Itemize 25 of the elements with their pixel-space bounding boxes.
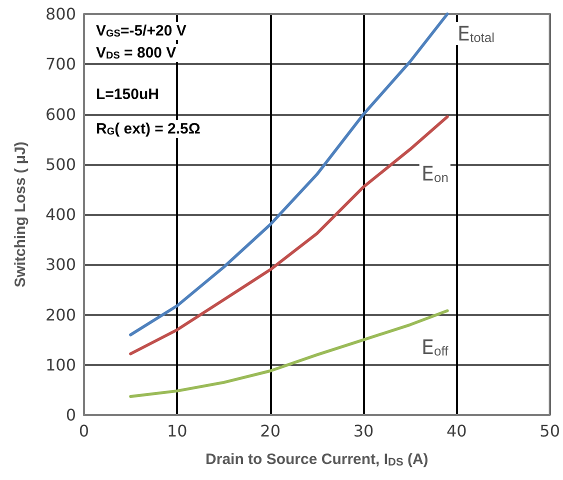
annotation: RG( ext) = 2.5Ω: [96, 120, 200, 138]
annotation: VDS = 800 V: [96, 44, 176, 62]
x-tick-label: 40: [446, 422, 467, 440]
annotation: L=150uH: [96, 86, 159, 103]
x-tick-label: 0: [78, 422, 90, 440]
x-tick-label: 20: [260, 422, 281, 440]
annotation: VGS=-5/+20 V: [96, 22, 186, 40]
x-tick-label: 50: [540, 422, 560, 440]
y-tick-label: 600: [45, 104, 76, 124]
series-label: Eoff: [421, 335, 449, 360]
y-axis-title: Switching Loss ( μJ): [12, 142, 29, 288]
series-label: Etotal: [457, 22, 495, 46]
x-tick-label: 30: [353, 422, 374, 440]
y-tick-label: 500: [45, 154, 76, 174]
y-tick-label: 800: [45, 4, 76, 24]
series-label: Eon: [421, 161, 448, 186]
line-series: [129, 309, 449, 398]
y-tick-label: 400: [45, 205, 76, 224]
y-tick-label: 100: [45, 355, 76, 374]
y-tick-label: 300: [45, 255, 76, 274]
x-tick-label: 10: [166, 422, 188, 440]
y-tick-label: 200: [45, 305, 76, 324]
y-tick-label: 700: [45, 54, 76, 74]
x-axis-title: Drain to Source Current, IDS (A): [206, 451, 428, 468]
y-tick-label: 0: [66, 406, 76, 424]
